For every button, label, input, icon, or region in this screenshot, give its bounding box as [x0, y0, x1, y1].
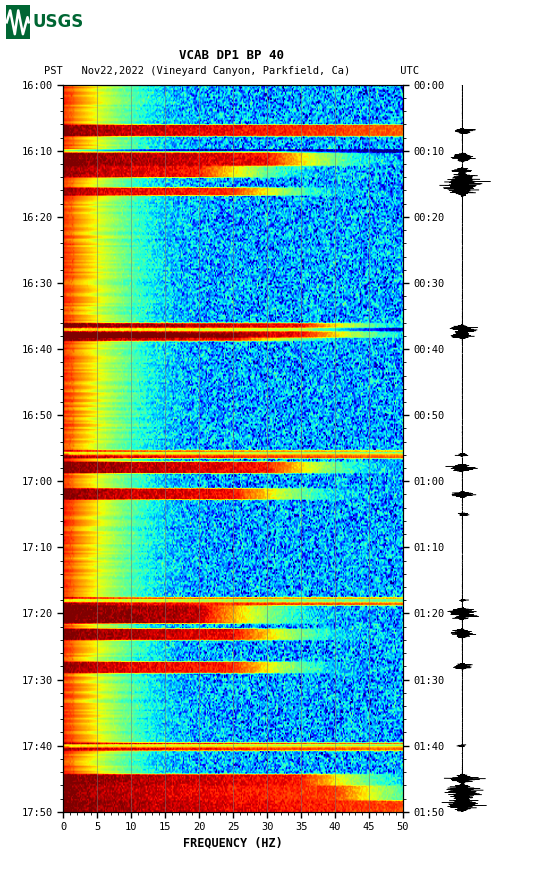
Text: VCAB DP1 BP 40: VCAB DP1 BP 40 [179, 49, 284, 62]
Text: PST   Nov22,2022 (Vineyard Canyon, Parkfield, Ca)        UTC: PST Nov22,2022 (Vineyard Canyon, Parkfie… [44, 66, 420, 76]
Text: USGS: USGS [32, 13, 83, 31]
X-axis label: FREQUENCY (HZ): FREQUENCY (HZ) [183, 837, 283, 849]
Bar [6, 5, 30, 39]
